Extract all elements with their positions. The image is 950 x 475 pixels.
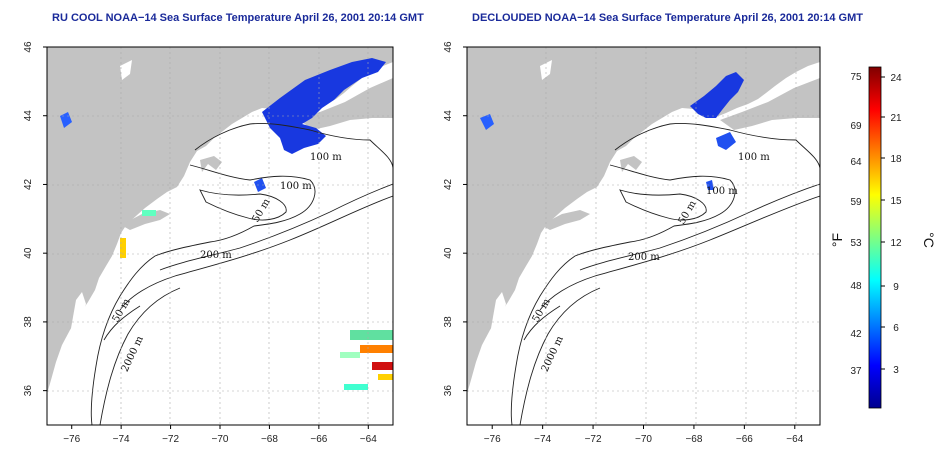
right-nova-scotia [720,78,820,130]
left-label-50m-a: 50 m [251,196,273,224]
colorbar-c-tick: 24 [890,73,902,84]
left-y-tick-label: 36 [23,385,34,397]
left-label-100m-b: 100 m [280,181,312,192]
colorbar-fahrenheit-label: °F [829,233,845,247]
right-y-tick-label: 44 [443,110,454,122]
left-x-tick-label: −66 [310,434,327,445]
right-x-tick-label: −68 [685,434,702,445]
left-y-tick-label: 40 [23,247,34,259]
left-warm-patches [120,210,393,390]
left-x-tick-label: −70 [212,434,229,445]
colorbar-c-tick: 18 [890,154,902,165]
left-label-100m-a: 100 m [310,152,342,163]
axis-ticks: −76 −74 −72 −70 −68 −66 −64 36 38 40 42 44 46 −76 −74 −… [23,41,804,445]
left-map-panel: 100 m 100 m 50 m 200 m 50 m 2000 m [46,46,394,426]
left-sst-patch [262,58,386,154]
right-x-tick-label: −76 [484,434,501,445]
right-label-200m: 200 m [628,252,660,263]
left-chesapeake [70,292,86,340]
colorbar-f-tick: 53 [850,238,862,249]
right-sst-patch-2 [716,132,736,150]
right-label-50m-a: 50 m [677,198,699,226]
left-long-island [121,210,170,230]
left-x-tick-label: −64 [360,434,377,445]
colorbar-ticks: 75 69 64 59 53 48 42 37 24 21 18 15 12 9 6 3 [850,72,902,377]
sst-colorbar: 75 69 64 59 53 48 42 37 24 21 18 15 12 9 6 3 °F °C [829,66,937,409]
colorbar-c-tick: 3 [893,365,899,376]
left-x-tick-label: −68 [261,434,278,445]
right-map-panel: 100 m 100 m 50 m 200 m 50 m 2000 m [466,46,821,426]
left-label-50m-b: 50 m [111,296,133,324]
right-x-tick-label: −64 [786,434,803,445]
colorbar-f-tick: 75 [850,72,862,83]
left-y-tick-label: 44 [23,110,34,122]
right-label-100m-b: 100 m [706,186,738,197]
right-grid [467,47,820,425]
colorbar-c-tick: 9 [893,282,899,293]
left-contours [90,123,393,425]
right-contours [510,123,820,425]
right-x-tick-label: −74 [534,434,551,445]
left-y-tick-label: 42 [23,178,34,190]
right-label-50m-b: 50 m [531,296,553,324]
colorbar-gradient [868,66,882,409]
colorbar-f-tick: 69 [850,121,862,132]
left-lake [120,60,132,80]
colorbar-celsius-label: °C [921,232,937,248]
left-x-tick-label: −76 [63,434,80,445]
left-land [47,47,393,394]
left-nova-scotia [300,78,393,130]
right-y-tick-label: 46 [443,41,454,53]
right-lake [540,60,552,80]
right-x-tick-label: −72 [585,434,602,445]
right-sst-patch [690,72,744,118]
right-panel-title: DECLOUDED NOAA−14 Sea Surface Temperatur… [472,12,863,24]
colorbar-c-tick: 6 [893,323,899,334]
left-sst-patch-3 [254,178,266,192]
left-y-tick-label: 46 [23,41,34,53]
colorbar-f-tick: 37 [850,366,862,377]
left-x-tick-label: −74 [113,434,130,445]
right-sst-patch-3 [480,114,494,130]
right-land [467,47,820,394]
right-y-tick-label: 36 [443,385,454,397]
colorbar-f-tick: 48 [850,281,862,292]
right-x-tick-label: −66 [736,434,753,445]
right-sst-patch-4 [706,180,714,190]
left-panel-title: RU COOL NOAA−14 Sea Surface Temperature … [52,12,424,24]
colorbar-f-tick: 42 [850,329,862,340]
right-label-2000m: 2000 m [540,334,566,374]
left-y-tick-label: 38 [23,316,34,328]
colorbar-c-tick: 12 [890,238,902,249]
right-y-tick-label: 40 [443,247,454,259]
right-x-tick-label: −70 [635,434,652,445]
left-x-tick-label: −72 [162,434,179,445]
colorbar-f-tick: 59 [850,197,862,208]
left-label-2000m: 2000 m [120,334,146,374]
right-label-100m-a: 100 m [738,152,770,163]
left-cape-cod [200,156,222,172]
left-grid [47,47,393,425]
colorbar-f-tick: 64 [850,157,862,168]
colorbar-c-tick: 15 [890,196,902,207]
right-cape-cod [620,156,642,172]
right-chesapeake [490,292,506,340]
right-y-tick-label: 42 [443,178,454,190]
colorbar-c-tick: 21 [890,113,902,124]
right-y-tick-label: 38 [443,316,454,328]
left-label-200m: 200 m [200,250,232,261]
right-long-island [541,210,590,230]
